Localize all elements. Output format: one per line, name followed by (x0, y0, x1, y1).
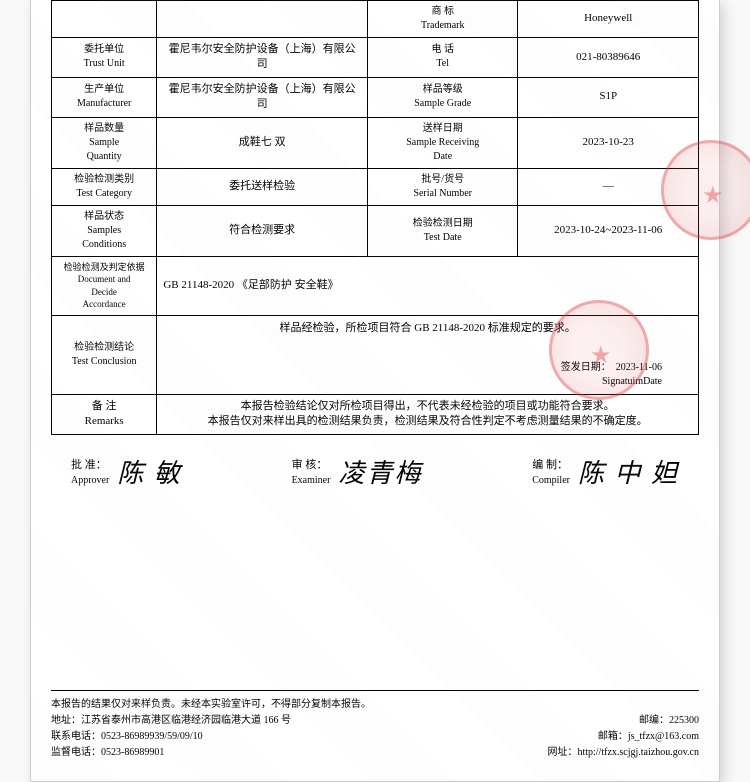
signature-date: 签发日期： 2023-11-06 SignatuimDate (163, 361, 692, 389)
cell-remarks-label: 备 注Remarks (52, 394, 157, 434)
cell-cond-value: 符合检测要求 (157, 205, 368, 256)
cell-qty-label: 样品数量SampleQuantity (52, 117, 157, 168)
cell-manuf-value: 霍尼韦尔安全防护设备（上海）有限公司 (157, 77, 368, 117)
cell-testcat-label: 检验检测类别Test Category (52, 168, 157, 205)
cell-tel-value: 021-80389646 (518, 38, 699, 78)
cell-recvdate-value: 2023-10-23 (518, 117, 699, 168)
cell-tel-label: 电 话Tel (367, 38, 517, 78)
row-trust-unit: 委托单位Trust Unit 霍尼韦尔安全防护设备（上海）有限公司 电 话Tel… (52, 38, 699, 78)
footer: 本报告的结果仅对来样负责。未经本实验室许可，不得部分复制本报告。 地址：江苏省泰… (51, 690, 699, 761)
approver-signature: 陈 敏 (117, 453, 182, 490)
cell-grade-label: 样品等级Sample Grade (367, 77, 517, 117)
cell-testcat-value: 委托送样检验 (157, 168, 368, 205)
row-conditions: 样品状态SamplesConditions 符合检测要求 检验检测日期Test … (52, 205, 699, 256)
cell-trust-label: 委托单位Trust Unit (52, 38, 157, 78)
compiler-block: 编 制：Compiler 陈 中 妲 (532, 453, 679, 490)
footer-supervision: 监督电话：0523-86989901 (51, 745, 164, 761)
row-manufacturer: 生产单位Manufacturer 霍尼韦尔安全防护设备（上海）有限公司 样品等级… (52, 77, 699, 117)
signature-row: 批 准：Approver 陈 敏 审 核：Examiner 凌青梅 编 制：Co… (51, 453, 699, 490)
footer-phone: 联系电话：0523-86989939/59/09/10 (51, 729, 203, 745)
report-page: 商 标Trademark Honeywell 委托单位Trust Unit 霍尼… (30, 0, 720, 782)
row-trademark: 商 标Trademark Honeywell (52, 1, 699, 38)
row-conclusion: 检验检测结论Test Conclusion 样品经检验，所检项目符合 GB 21… (52, 315, 699, 394)
compiler-signature: 陈 中 妲 (578, 453, 679, 490)
examiner-signature: 凌青梅 (338, 453, 422, 490)
footer-postcode: 邮编：225300 (639, 713, 699, 729)
cell-prodname-label (52, 1, 157, 38)
cell-manuf-label: 生产单位Manufacturer (52, 77, 157, 117)
row-remarks: 备 注Remarks 本报告检验结论仅对所检项目得出，不代表未经检验的项目或功能… (52, 394, 699, 434)
examiner-block: 审 核：Examiner 凌青梅 (292, 453, 423, 490)
cell-trademark-label: 商 标Trademark (367, 1, 517, 38)
cell-conclusion-label: 检验检测结论Test Conclusion (52, 315, 157, 394)
footer-disclaimer: 本报告的结果仅对来样负责。未经本实验室许可，不得部分复制本报告。 (51, 697, 699, 713)
footer-address: 地址：江苏省泰州市高港区临港经济园临港大道 166 号 (51, 713, 291, 729)
report-table: 商 标Trademark Honeywell 委托单位Trust Unit 霍尼… (51, 0, 699, 435)
approver-block: 批 准：Approver 陈 敏 (71, 453, 182, 490)
cell-doc-value: GB 21148-2020 《足部防护 安全鞋》 (157, 256, 699, 315)
cell-remarks-value: 本报告检验结论仅对所检项目得出，不代表未经检验的项目或功能符合要求。 本报告仅对… (157, 394, 699, 434)
row-quantity: 样品数量SampleQuantity 成鞋七 双 送样日期Sample Rece… (52, 117, 699, 168)
cell-trademark-value: Honeywell (518, 1, 699, 38)
cell-recvdate-label: 送样日期Sample ReceivingDate (367, 117, 517, 168)
row-document-accordance: 检验检测及判定依据 Document and Decide Accordance… (52, 256, 699, 315)
row-test-category: 检验检测类别Test Category 委托送样检验 批号/货号Serial N… (52, 168, 699, 205)
cell-prodname-value (157, 1, 368, 38)
cell-serial-value: — (518, 168, 699, 205)
cell-testdate-value: 2023-10-24~2023-11-06 (518, 205, 699, 256)
cell-doc-label: 检验检测及判定依据 Document and Decide Accordance (52, 256, 157, 315)
conclusion-text: 样品经检验，所检项目符合 GB 21148-2020 标准规定的要求。 (163, 321, 692, 336)
cell-trust-value: 霍尼韦尔安全防护设备（上海）有限公司 (157, 38, 368, 78)
cell-cond-label: 样品状态SamplesConditions (52, 205, 157, 256)
footer-website: 网址：http://tfzx.scjgj.taizhou.gov.cn (547, 745, 699, 761)
cell-serial-label: 批号/货号Serial Number (367, 168, 517, 205)
footer-email: 邮箱：js_tfzx@163.com (598, 729, 699, 745)
cell-conclusion-value: 样品经检验，所检项目符合 GB 21148-2020 标准规定的要求。 签发日期… (157, 315, 699, 394)
cell-testdate-label: 检验检测日期Test Date (367, 205, 517, 256)
cell-grade-value: S1P (518, 77, 699, 117)
cell-qty-value: 成鞋七 双 (157, 117, 368, 168)
